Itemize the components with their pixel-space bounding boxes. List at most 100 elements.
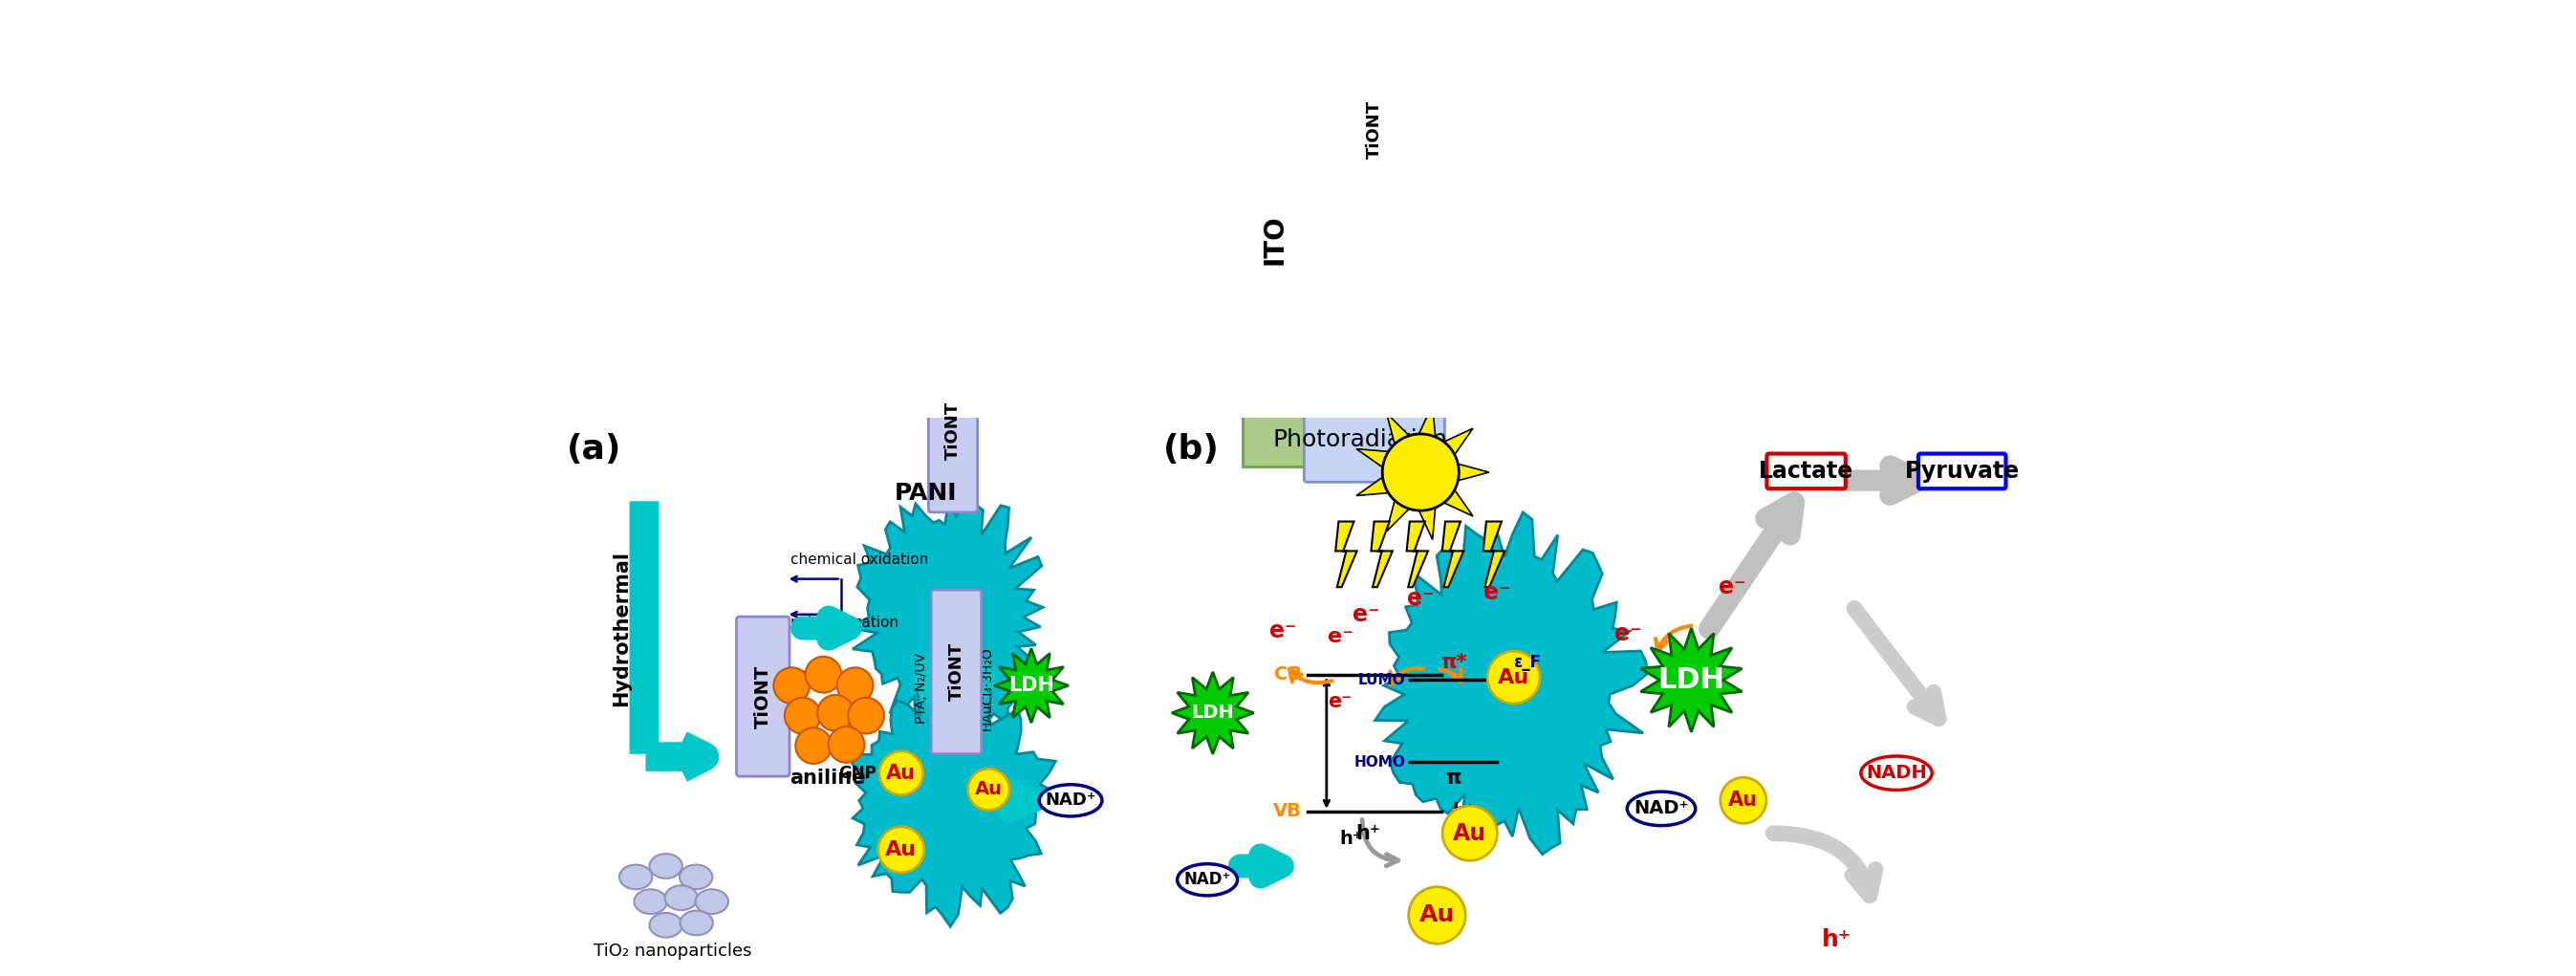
Polygon shape xyxy=(1445,490,1473,516)
Text: e⁻: e⁻ xyxy=(1718,576,1747,598)
Text: Hydrothermal: Hydrothermal xyxy=(611,550,631,706)
Polygon shape xyxy=(994,648,1069,723)
Ellipse shape xyxy=(1628,792,1695,826)
Text: TiONT: TiONT xyxy=(945,401,961,460)
Text: GNP: GNP xyxy=(837,764,876,782)
Circle shape xyxy=(878,752,922,795)
FancyBboxPatch shape xyxy=(1767,454,1844,489)
Polygon shape xyxy=(1484,521,1504,588)
Polygon shape xyxy=(1334,521,1358,588)
Circle shape xyxy=(1721,778,1767,824)
FancyBboxPatch shape xyxy=(930,590,981,753)
FancyBboxPatch shape xyxy=(1242,13,1306,467)
Text: Au: Au xyxy=(886,840,917,859)
Text: HOMO: HOMO xyxy=(1355,755,1406,769)
Text: LDH: LDH xyxy=(1193,704,1234,722)
Text: π: π xyxy=(1445,769,1461,788)
FancyBboxPatch shape xyxy=(737,617,788,776)
Text: NAD⁺: NAD⁺ xyxy=(1633,799,1690,818)
FancyBboxPatch shape xyxy=(1919,454,2007,489)
Ellipse shape xyxy=(649,913,683,937)
Circle shape xyxy=(817,695,853,731)
Text: TiONT: TiONT xyxy=(755,665,773,728)
Text: e⁻: e⁻ xyxy=(1484,581,1510,604)
Circle shape xyxy=(829,726,866,762)
Text: Au: Au xyxy=(1419,904,1455,927)
Circle shape xyxy=(878,827,925,873)
Polygon shape xyxy=(1370,521,1394,588)
Circle shape xyxy=(837,668,873,704)
Text: aniline: aniline xyxy=(788,769,866,788)
Ellipse shape xyxy=(649,854,683,878)
Text: h⁺: h⁺ xyxy=(1355,824,1381,843)
Text: TiONT: TiONT xyxy=(948,642,966,701)
Text: π*: π* xyxy=(1440,653,1466,672)
Polygon shape xyxy=(1406,521,1427,588)
Text: LDH: LDH xyxy=(1659,667,1726,694)
Text: NAD⁺: NAD⁺ xyxy=(1185,872,1231,888)
Circle shape xyxy=(1409,887,1466,944)
Polygon shape xyxy=(1358,477,1388,496)
Text: PANI: PANI xyxy=(894,481,956,505)
Text: TiONT: TiONT xyxy=(1365,100,1383,158)
Ellipse shape xyxy=(634,889,667,914)
Polygon shape xyxy=(1458,464,1489,480)
Text: e⁻: e⁻ xyxy=(1329,692,1352,712)
Ellipse shape xyxy=(680,865,714,889)
Circle shape xyxy=(969,769,1010,810)
Polygon shape xyxy=(1443,521,1463,588)
Polygon shape xyxy=(1386,501,1409,532)
Text: ε_F: ε_F xyxy=(1515,654,1540,671)
Polygon shape xyxy=(1419,508,1435,540)
Text: h⁺: h⁺ xyxy=(1340,830,1363,848)
Text: h⁺: h⁺ xyxy=(1453,802,1473,821)
Circle shape xyxy=(796,728,832,764)
Circle shape xyxy=(1383,434,1458,510)
Text: Lactate: Lactate xyxy=(1759,460,1855,483)
Ellipse shape xyxy=(1177,864,1236,896)
Text: chemical oxidation: chemical oxidation xyxy=(791,552,927,567)
Polygon shape xyxy=(1386,413,1409,444)
Ellipse shape xyxy=(1860,756,1932,790)
Text: LDH: LDH xyxy=(1007,676,1054,695)
Text: Au: Au xyxy=(974,781,1002,798)
Text: CB: CB xyxy=(1275,666,1301,684)
Text: Photoradiation: Photoradiation xyxy=(1273,428,1448,452)
Ellipse shape xyxy=(1038,785,1103,816)
Text: (a): (a) xyxy=(567,433,621,466)
Polygon shape xyxy=(1641,629,1741,732)
Text: e⁻: e⁻ xyxy=(1615,622,1641,645)
Circle shape xyxy=(786,698,822,734)
Text: PTA, N₂/UV: PTA, N₂/UV xyxy=(914,653,927,724)
Polygon shape xyxy=(1376,512,1646,854)
Polygon shape xyxy=(853,675,1056,926)
Text: TiO₂ nanoparticles: TiO₂ nanoparticles xyxy=(592,942,752,959)
Ellipse shape xyxy=(618,865,652,889)
Circle shape xyxy=(1443,806,1497,861)
Text: Au: Au xyxy=(1453,822,1486,844)
Text: e⁻: e⁻ xyxy=(1406,587,1435,610)
Ellipse shape xyxy=(696,889,729,914)
Ellipse shape xyxy=(665,885,698,910)
Text: (b): (b) xyxy=(1164,433,1221,466)
Text: e⁻: e⁻ xyxy=(1352,603,1381,626)
Text: NADH: NADH xyxy=(1865,764,1927,782)
Text: e⁻: e⁻ xyxy=(1270,620,1296,642)
Text: ITO: ITO xyxy=(1260,215,1288,264)
Text: LUMO: LUMO xyxy=(1358,672,1406,687)
Polygon shape xyxy=(1419,405,1435,437)
Polygon shape xyxy=(850,490,1043,746)
Text: NAD⁺: NAD⁺ xyxy=(1046,792,1097,809)
Ellipse shape xyxy=(680,911,714,935)
Text: Au: Au xyxy=(1728,791,1757,810)
Text: Pyruvate: Pyruvate xyxy=(1904,460,2020,483)
Text: e⁻: e⁻ xyxy=(1327,627,1352,646)
Text: VB: VB xyxy=(1273,802,1301,821)
Circle shape xyxy=(806,657,842,693)
Text: HAuCl₄·3H₂O: HAuCl₄·3H₂O xyxy=(981,646,994,730)
Text: Au: Au xyxy=(886,763,917,783)
Polygon shape xyxy=(1445,428,1473,455)
Polygon shape xyxy=(1172,671,1255,753)
Text: h⁺: h⁺ xyxy=(1821,928,1852,952)
FancyBboxPatch shape xyxy=(1303,27,1445,482)
